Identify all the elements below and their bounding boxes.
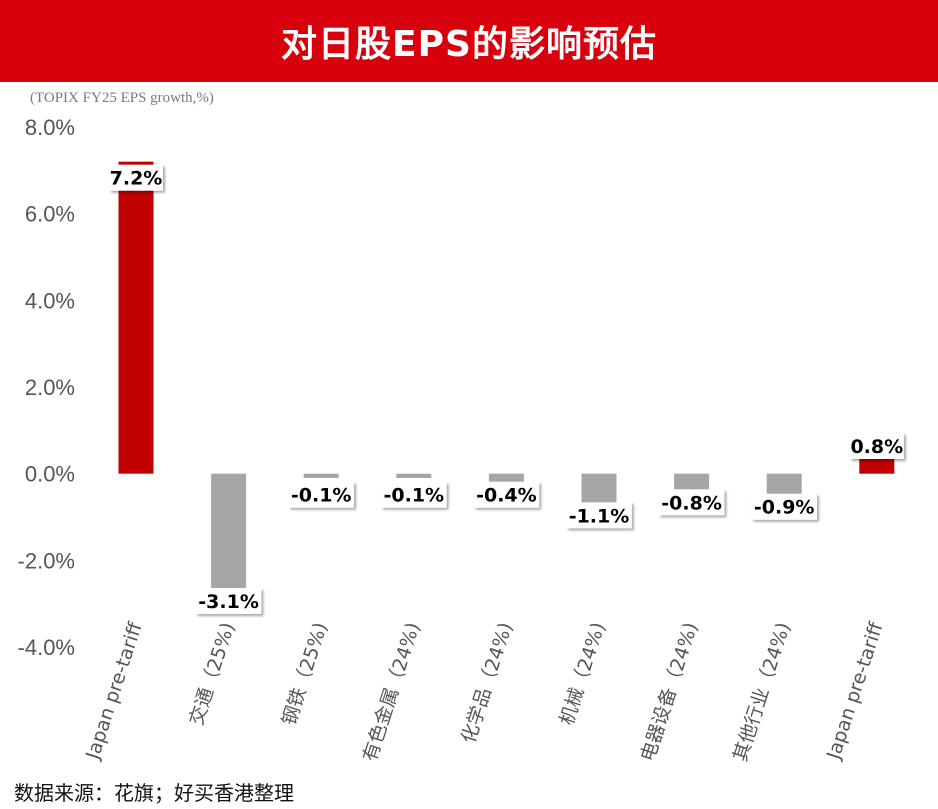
source-note: 数据来源：花旗；好买香港整理 — [14, 781, 294, 805]
data-label-box — [849, 433, 904, 459]
y-tick-label: 8.0% — [25, 115, 75, 140]
data-label: -0.4% — [473, 481, 540, 508]
bar-chart: 8.0% 6.0% 4.0% 2.0% 0.0% -2.0% -4.0% 7.2% -3.1%… — [18, 115, 904, 764]
unit-note: (TOPIX FY25 EPS growth,%) — [30, 90, 214, 106]
data-label-text: -1.1% — [569, 505, 630, 527]
data-label: -3.1% — [195, 588, 262, 614]
data-label-text: 7.2% — [110, 168, 163, 190]
y-tick-label: -4.0% — [18, 635, 75, 660]
title-bar: 对日股EPS的影响预估 — [0, 0, 938, 82]
data-label-text: -0.1% — [291, 485, 352, 507]
bars — [118, 161, 895, 608]
data-label: -0.1% — [381, 481, 447, 508]
x-category-label: 有色金属（24%) — [359, 620, 425, 764]
x-category-label: 化学品（24%) — [457, 620, 517, 746]
y-tick-label: -2.0% — [18, 548, 75, 573]
x-category-label: 电器设备（24%) — [637, 620, 703, 764]
x-axis-categories: Japan pre-tariff 交通（25%) 钢铁（25%) 有色金属（24%) 化… — [82, 619, 888, 764]
data-label-text: -3.1% — [198, 591, 259, 613]
y-tick-label: 4.0% — [25, 288, 75, 313]
data-label-text: -0.1% — [384, 485, 445, 507]
y-tick-label: 2.0% — [25, 375, 75, 400]
data-label-text: 0.8% — [850, 436, 903, 458]
data-label-box — [195, 588, 262, 614]
data-label-box — [381, 481, 447, 508]
data-label-text: -0.4% — [476, 485, 537, 507]
x-category-label: 交通（25%) — [185, 620, 239, 728]
chart-title: 对日股EPS的影响预估 — [281, 24, 657, 65]
data-label-box — [288, 481, 354, 508]
data-label-box — [658, 489, 725, 516]
bar — [211, 473, 247, 608]
bar — [118, 161, 154, 474]
y-axis: 8.0% 6.0% 4.0% 2.0% 0.0% -2.0% -4.0% — [18, 115, 75, 660]
data-label-box — [473, 481, 540, 508]
y-tick-label: 0.0% — [25, 462, 75, 487]
y-tick-label: 6.0% — [25, 202, 75, 227]
data-labels: 7.2% -3.1% -0.1% -0.1% -0.4% -1.1% -0.8% -0.9% 0… — [109, 164, 904, 614]
data-label: -0.9% — [751, 493, 817, 520]
x-category-label: Japan pre-tariff — [82, 619, 147, 763]
x-category-label: 其他行业（24%) — [729, 620, 795, 764]
bar — [396, 473, 432, 478]
x-category-label: 机械（24%) — [556, 620, 610, 728]
bar — [303, 473, 339, 478]
data-label: -0.8% — [658, 489, 725, 516]
data-label: 7.2% — [109, 164, 163, 191]
x-category-label: Japan pre-tariff — [822, 619, 887, 763]
data-label: -0.1% — [288, 481, 354, 508]
data-label-box — [566, 502, 632, 529]
data-label-box — [109, 164, 163, 191]
data-label-box — [751, 493, 817, 520]
x-category-label: 钢铁（25%) — [278, 620, 332, 728]
data-label-text: -0.9% — [754, 497, 815, 519]
data-label-text: -0.8% — [661, 492, 722, 514]
data-label: -1.1% — [566, 502, 632, 529]
data-label: 0.8% — [849, 433, 904, 459]
